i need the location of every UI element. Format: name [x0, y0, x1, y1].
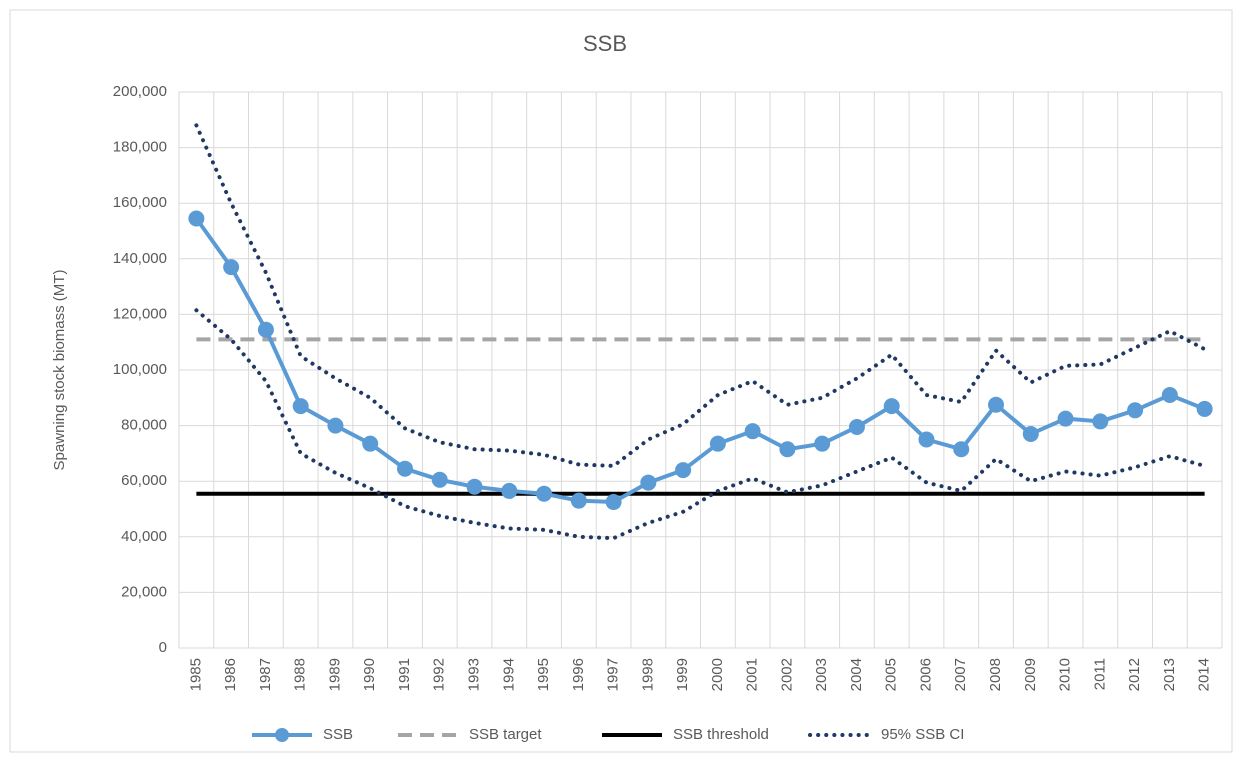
x-tick-label: 1995: [535, 658, 552, 691]
marker: [257, 321, 274, 338]
x-tick-label: 1989: [326, 658, 343, 691]
legend-marker: [275, 728, 289, 742]
marker: [709, 435, 726, 452]
y-tick-label: 20,000: [121, 583, 167, 600]
marker: [1127, 402, 1144, 419]
y-tick-label: 80,000: [121, 417, 167, 434]
x-tick-label: 1994: [500, 658, 517, 691]
marker: [1161, 387, 1178, 404]
x-tick-label: 2004: [848, 658, 865, 691]
x-tick-label: 2009: [1022, 658, 1039, 691]
marker: [988, 396, 1005, 413]
y-tick-label: 40,000: [121, 528, 167, 545]
y-tick-label: 200,000: [113, 83, 167, 100]
x-tick-label: 1998: [639, 658, 656, 691]
marker: [431, 471, 448, 488]
x-tick-label: 2010: [1057, 658, 1074, 691]
marker: [188, 210, 205, 227]
x-tick-label: 2007: [952, 658, 969, 691]
marker: [883, 398, 900, 415]
x-tick-label: 2013: [1161, 658, 1178, 691]
y-axis-label: Spawning stock biomass (MT): [51, 270, 68, 471]
marker: [953, 441, 970, 458]
x-tick-label: 1999: [674, 658, 691, 691]
x-tick-label: 2006: [917, 658, 934, 691]
marker: [605, 494, 622, 511]
legend-label: 95% SSB CI: [881, 726, 964, 743]
x-tick-label: 2005: [883, 658, 900, 691]
marker: [536, 485, 553, 502]
x-tick-label: 1985: [187, 658, 204, 691]
x-tick-label: 2008: [987, 658, 1004, 691]
x-tick-label: 2012: [1126, 658, 1143, 691]
x-tick-label: 1997: [605, 658, 622, 691]
y-tick-label: 0: [159, 639, 167, 656]
x-tick-label: 1993: [465, 658, 482, 691]
marker: [466, 478, 483, 495]
marker: [918, 431, 935, 448]
marker: [570, 492, 587, 509]
y-tick-label: 140,000: [113, 250, 167, 267]
x-tick-label: 2014: [1196, 658, 1213, 691]
x-tick-label: 1991: [396, 658, 413, 691]
x-tick-label: 1986: [222, 658, 239, 691]
legend-label: SSB target: [469, 726, 542, 743]
legend-label: SSB: [323, 726, 353, 743]
x-tick-label: 2000: [709, 658, 726, 691]
x-tick-label: 2011: [1091, 658, 1108, 690]
chart-title: SSB: [583, 31, 627, 56]
marker: [779, 441, 796, 458]
marker: [501, 482, 518, 499]
marker: [1196, 400, 1213, 417]
marker: [223, 259, 240, 276]
series-line: [194, 123, 1207, 468]
y-tick-label: 120,000: [113, 305, 167, 322]
marker: [1022, 425, 1039, 442]
marker: [640, 474, 657, 491]
legend-label: SSB threshold: [673, 726, 769, 743]
x-tick-label: 1988: [292, 658, 309, 691]
chart-border: [9, 9, 1233, 753]
marker: [848, 418, 865, 435]
marker: [1057, 410, 1074, 427]
marker: [362, 435, 379, 452]
x-tick-label: 1996: [570, 658, 587, 691]
y-tick-label: 100,000: [113, 361, 167, 378]
x-tick-label: 1992: [431, 658, 448, 691]
y-tick-label: 180,000: [113, 139, 167, 156]
series-line: [194, 308, 1207, 541]
x-tick-label: 1990: [361, 658, 378, 691]
marker: [327, 417, 344, 434]
x-tick-label: 1987: [257, 658, 274, 691]
x-tick-label: 2002: [778, 658, 795, 691]
marker: [292, 398, 309, 415]
marker: [396, 460, 413, 477]
y-tick-label: 160,000: [113, 194, 167, 211]
marker: [744, 423, 761, 440]
marker: [1092, 413, 1109, 430]
x-tick-label: 2003: [813, 658, 830, 691]
y-tick-label: 60,000: [121, 472, 167, 489]
marker: [675, 462, 692, 479]
marker: [814, 435, 831, 452]
x-tick-label: 2001: [744, 658, 761, 691]
